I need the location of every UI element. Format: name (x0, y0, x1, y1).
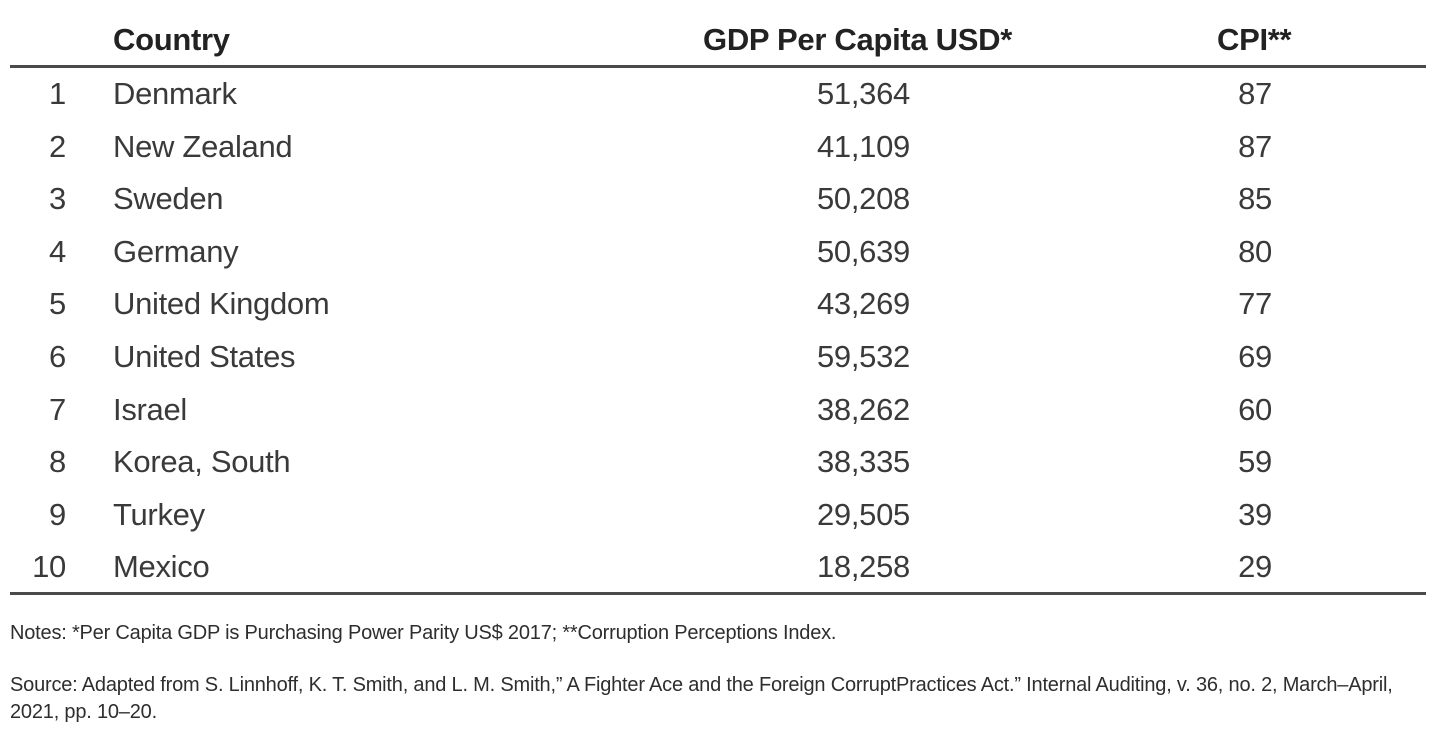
header-country: Country (113, 22, 230, 57)
gdp-cell: 59,532 (816, 338, 910, 374)
data-table: Country GDP Per Capita USD* CPI** 1 Denm… (10, 0, 1426, 595)
gdp-cell: 50,208 (816, 181, 910, 217)
country-cell: Korea, South (113, 444, 291, 480)
rank-cell: 9 (49, 496, 66, 532)
cpi-cell: 29 (1238, 549, 1272, 585)
rank-cell: 6 (49, 338, 66, 374)
cpi-cell: 85 (1238, 181, 1272, 217)
rank-cell: 5 (49, 286, 66, 322)
header-gdp: GDP Per Capita USD* (703, 22, 1012, 57)
cpi-cell: 59 (1238, 444, 1272, 480)
rank-cell: 2 (49, 128, 66, 164)
country-cell: Mexico (113, 549, 210, 585)
table-header-row: Country GDP Per Capita USD* CPI** (10, 0, 1426, 68)
table-notes: Notes: *Per Capita GDP is Purchasing Pow… (10, 622, 837, 644)
country-cell: United States (113, 338, 296, 374)
country-cell: United Kingdom (113, 286, 330, 322)
table-bottom-rule (10, 591, 1426, 595)
country-cell: Turkey (113, 496, 205, 532)
cpi-cell: 77 (1238, 286, 1272, 322)
gdp-cell: 50,639 (816, 233, 910, 269)
rank-cell: 1 (49, 76, 66, 111)
table-row: 9 Turkey 29,505 39 (10, 489, 1426, 542)
table-body: 1 Denmark 51,364 87 2 New Zealand 41,109… (10, 68, 1426, 594)
rank-cell: 10 (32, 549, 66, 585)
country-cell: Israel (113, 391, 188, 427)
table-row: 4 Germany 50,639 80 (10, 226, 1426, 279)
table-row: 5 United Kingdom 43,269 77 (10, 278, 1426, 331)
gdp-cell: 29,505 (816, 496, 910, 532)
country-cell: New Zealand (113, 128, 293, 164)
gdp-cell: 38,335 (816, 444, 910, 480)
gdp-cell: 51,364 (816, 76, 910, 111)
table-row: 3 Sweden 50,208 85 (10, 173, 1426, 226)
rank-cell: 7 (49, 391, 66, 427)
country-cell: Germany (113, 233, 239, 269)
country-cell: Sweden (113, 181, 224, 217)
cpi-cell: 69 (1238, 338, 1272, 374)
cpi-cell: 87 (1238, 76, 1272, 111)
cpi-cell: 39 (1238, 496, 1272, 532)
cpi-cell: 60 (1238, 391, 1272, 427)
table-row: 8 Korea, South 38,335 59 (10, 436, 1426, 489)
rank-cell: 8 (49, 444, 66, 480)
gdp-cell: 38,262 (816, 391, 910, 427)
country-cell: Denmark (113, 76, 237, 111)
table-row: 2 New Zealand 41,109 87 (10, 121, 1426, 174)
table-row: 6 United States 59,532 69 (10, 331, 1426, 384)
rank-cell: 4 (49, 233, 66, 269)
table-row: 10 Mexico 18,258 29 (10, 541, 1426, 594)
gdp-cell: 41,109 (816, 128, 910, 164)
table-row: 7 Israel 38,262 60 (10, 384, 1426, 437)
gdp-cell: 18,258 (816, 549, 910, 585)
header-cpi: CPI** (1217, 22, 1292, 57)
rank-cell: 3 (49, 181, 66, 217)
cpi-cell: 80 (1238, 233, 1272, 269)
cpi-cell: 87 (1238, 128, 1272, 164)
table-row: 1 Denmark 51,364 87 (10, 68, 1426, 121)
gdp-cell: 43,269 (816, 286, 910, 322)
table-source: Source: Adapted from S. Linnhoff, K. T. … (10, 674, 1393, 723)
